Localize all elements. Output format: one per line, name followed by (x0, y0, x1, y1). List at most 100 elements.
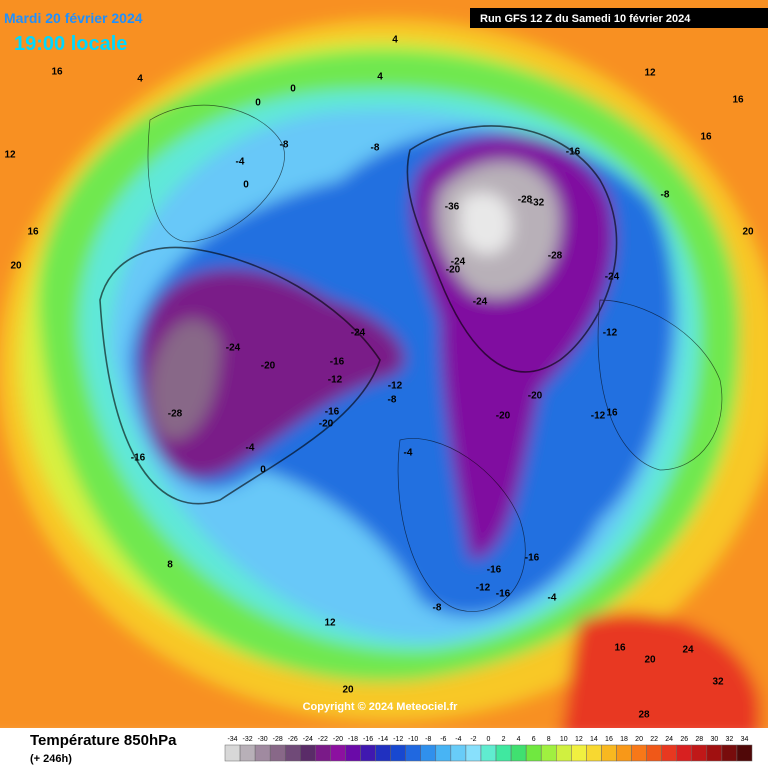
contour-label: -20 (446, 265, 461, 276)
scale-swatch (616, 744, 632, 762)
contour-label: 16 (614, 643, 626, 654)
scale-label: -6 (440, 736, 446, 743)
scale-label: 34 (741, 736, 749, 743)
contour-label: -16 (330, 357, 345, 368)
contour-label: -16 (131, 453, 146, 464)
contour-label: 4 (137, 74, 143, 85)
scale-label: 10 (560, 736, 568, 743)
time: 19:00 locale (14, 33, 127, 55)
scale-swatch (390, 744, 406, 762)
scale-swatch (525, 744, 542, 762)
run: Run GFS 12 Z du Samedi 10 février 2024 (480, 13, 691, 25)
contour-label: 28 (638, 710, 650, 721)
scale-swatch (375, 744, 391, 762)
contour-label: -28 (168, 409, 183, 420)
copyright: Copyright © 2024 Meteociel.fr (303, 701, 459, 713)
scale-swatch (571, 744, 587, 762)
scale-label: -22 (318, 736, 328, 743)
scale-label: 12 (575, 736, 583, 743)
contour-label: -8 (661, 190, 670, 201)
contour-label: -12 (603, 328, 618, 339)
scale-swatch (480, 744, 497, 762)
legend-subtitle: (+ 246h) (30, 753, 72, 765)
contour-label: 16 (606, 408, 618, 419)
contour-label: -20 (496, 411, 511, 422)
contour-label: -32 (530, 198, 545, 209)
scale-swatch (510, 744, 527, 762)
scale-swatch (284, 744, 301, 762)
scale-label: 4 (517, 736, 521, 743)
scale-label: 2 (502, 736, 506, 743)
contour-label: -16 (487, 565, 502, 576)
contour-label: 20 (644, 655, 656, 666)
contour-label: -4 (236, 157, 245, 168)
scale-label: -34 (227, 736, 237, 743)
contour-label: -8 (280, 140, 289, 151)
contour-label: 4 (377, 72, 383, 83)
contour-label: -12 (476, 583, 491, 594)
scale-swatch (450, 744, 467, 762)
scale-label: -12 (393, 736, 403, 743)
scale-swatch (556, 744, 572, 762)
contour-label: -4 (404, 448, 413, 459)
contour-label: -28 (548, 251, 563, 262)
scale-label: -8 (425, 736, 431, 743)
contour-label: 20 (10, 261, 22, 272)
scale-swatch (721, 744, 738, 762)
scale-swatch (465, 744, 482, 762)
date: Mardi 20 février 2024 (4, 10, 143, 26)
scale-label: -30 (258, 736, 268, 743)
contour-label: -12 (388, 381, 403, 392)
contour-label: -28 (518, 195, 533, 206)
scale-swatch (269, 744, 286, 762)
contour-label: 4 (392, 35, 398, 46)
scale-label: 0 (487, 736, 491, 743)
scale-swatch (315, 744, 331, 762)
scale-swatch (224, 744, 241, 762)
contour-label: 24 (682, 645, 694, 656)
contour-label: -20 (528, 391, 543, 402)
contour-label: 0 (255, 98, 261, 109)
contour-label: -24 (351, 328, 366, 339)
legend-title: Température 850hPa (30, 732, 177, 749)
scale-label: -28 (273, 736, 283, 743)
scale-label: -32 (243, 736, 253, 743)
contour-label: -36 (445, 202, 460, 213)
scale-label: 30 (710, 736, 718, 743)
coastlines (99, 104, 723, 612)
contour-label: -24 (451, 257, 466, 268)
scale-swatch (736, 744, 753, 762)
scale-label: 16 (605, 736, 613, 743)
scale-label: -26 (288, 736, 298, 743)
scale-label: -10 (408, 736, 418, 743)
contour-label: -4 (548, 593, 557, 604)
contour-label: -20 (319, 419, 334, 430)
color-scale: -34 -32 -30 -28 -26 -24 -22 -20 -18 -16 -14 -12 -10-… (224, 736, 753, 762)
scale-label: -24 (303, 736, 313, 743)
contour-label: -16 (525, 553, 540, 564)
contour-label: -16 (496, 589, 511, 600)
contour-label: -24 (473, 297, 488, 308)
scale-label: 8 (547, 736, 551, 743)
scale-swatch (691, 744, 708, 762)
scale-swatch (330, 744, 346, 762)
scale-label: 22 (650, 736, 658, 743)
contour-label: 16 (700, 132, 712, 143)
scale-swatch (254, 744, 271, 762)
map-labels: -16-28-32-36-24-20-28-24-24-24-28-16-20-… (4, 35, 754, 721)
contour-label: -12 (591, 411, 606, 422)
contour-label: -8 (388, 395, 397, 406)
contour-label: -24 (226, 343, 241, 354)
scale-swatch (435, 744, 452, 762)
scale-swatch (540, 744, 557, 762)
contour-label: -4 (246, 443, 255, 454)
scale-label: -16 (363, 736, 373, 743)
contour-label: 16 (51, 67, 63, 78)
scale-swatch (495, 744, 512, 762)
contour-label: -16 (325, 407, 340, 418)
contour-label: 12 (4, 150, 16, 161)
contour-label: -20 (261, 361, 276, 372)
scale-label: 20 (635, 736, 643, 743)
contour-label: -12 (328, 375, 343, 386)
